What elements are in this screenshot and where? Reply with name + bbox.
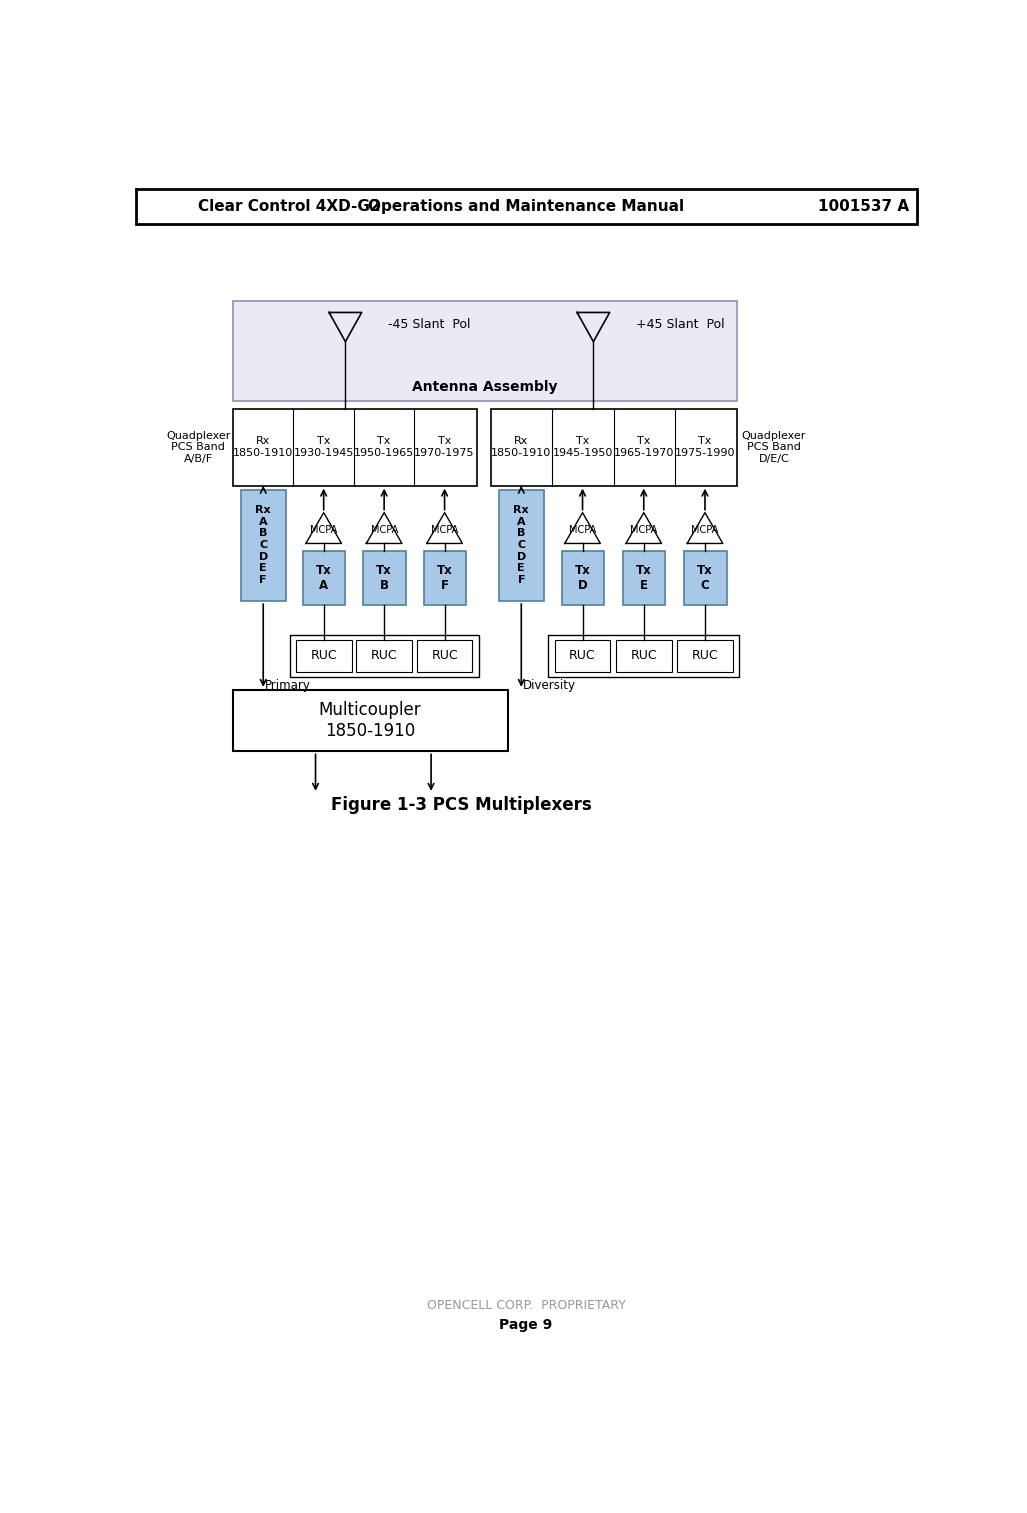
Bar	[303, 551, 345, 605]
Text: Tx
1930-1945: Tx 1930-1945	[294, 436, 354, 458]
Bar	[548, 635, 739, 676]
Text: Rx
1850-1910: Rx 1850-1910	[491, 436, 551, 458]
Bar	[296, 640, 351, 672]
Text: RUC: RUC	[310, 649, 337, 663]
Bar	[240, 490, 286, 601]
Text: Page 9: Page 9	[499, 1318, 553, 1331]
Text: RUC: RUC	[569, 649, 596, 663]
Text: -45 Slant  Pol: -45 Slant Pol	[388, 318, 470, 330]
Bar	[233, 409, 478, 486]
Text: Tx
C: Tx C	[697, 564, 713, 592]
Text: MCPA: MCPA	[431, 525, 458, 534]
Text: RUC: RUC	[691, 649, 718, 663]
Text: Operations and Maintenance Manual: Operations and Maintenance Manual	[368, 200, 684, 215]
Text: Clear Control 4XD-G2: Clear Control 4XD-G2	[198, 200, 381, 215]
Text: Tx
B: Tx B	[376, 564, 392, 592]
Text: RUC: RUC	[631, 649, 657, 663]
Text: Tx
F: Tx F	[436, 564, 453, 592]
Bar	[364, 551, 406, 605]
Bar	[622, 551, 665, 605]
Bar	[491, 409, 736, 486]
Text: Rx
A
B
C
D
E
F: Rx A B C D E F	[514, 505, 529, 586]
Text: Tx
D: Tx D	[575, 564, 591, 592]
Bar	[290, 635, 479, 676]
Text: Tx
E: Tx E	[636, 564, 651, 592]
Text: Quadplexer
PCS Band
A/B/F: Quadplexer PCS Band A/B/F	[166, 431, 230, 464]
Bar	[562, 551, 604, 605]
Text: MCPA: MCPA	[569, 525, 596, 534]
Text: MCPA: MCPA	[310, 525, 337, 534]
Text: OPENCELL CORP.  PROPRIETARY: OPENCELL CORP. PROPRIETARY	[426, 1300, 625, 1312]
Text: MCPA: MCPA	[691, 525, 719, 534]
Bar	[417, 640, 472, 672]
Text: Quadplexer
PCS Band
D/E/C: Quadplexer PCS Band D/E/C	[741, 431, 806, 464]
Bar	[499, 490, 543, 601]
Bar	[616, 640, 672, 672]
Text: Tx
1970-1975: Tx 1970-1975	[414, 436, 474, 458]
Text: Rx
A
B
C
D
E
F: Rx A B C D E F	[256, 505, 271, 586]
Bar	[677, 640, 733, 672]
Text: Diversity: Diversity	[523, 679, 576, 693]
Text: RUC: RUC	[371, 649, 397, 663]
Text: Primary: Primary	[265, 679, 310, 693]
Bar	[233, 301, 736, 401]
Bar	[137, 189, 916, 224]
Bar	[356, 640, 412, 672]
Text: MCPA: MCPA	[371, 525, 397, 534]
Bar	[684, 551, 727, 605]
Text: +45 Slant  Pol: +45 Slant Pol	[636, 318, 725, 330]
Text: Tx
1965-1970: Tx 1965-1970	[613, 436, 674, 458]
Text: RUC: RUC	[431, 649, 458, 663]
Text: Tx
1945-1950: Tx 1945-1950	[553, 436, 613, 458]
Text: Tx
1975-1990: Tx 1975-1990	[675, 436, 735, 458]
Text: Multicoupler
1850-1910: Multicoupler 1850-1910	[318, 701, 421, 740]
Bar	[424, 551, 466, 605]
Text: 1001537 A: 1001537 A	[817, 200, 909, 215]
Text: Antenna Assembly: Antenna Assembly	[412, 380, 558, 395]
Text: Rx
1850-1910: Rx 1850-1910	[233, 436, 294, 458]
Text: MCPA: MCPA	[631, 525, 657, 534]
Bar	[555, 640, 610, 672]
Text: Tx
1950-1965: Tx 1950-1965	[354, 436, 414, 458]
Text: Tx
A: Tx A	[315, 564, 332, 592]
Text: Figure 1-3 PCS Multiplexers: Figure 1-3 PCS Multiplexers	[332, 796, 592, 814]
Bar	[233, 690, 508, 752]
